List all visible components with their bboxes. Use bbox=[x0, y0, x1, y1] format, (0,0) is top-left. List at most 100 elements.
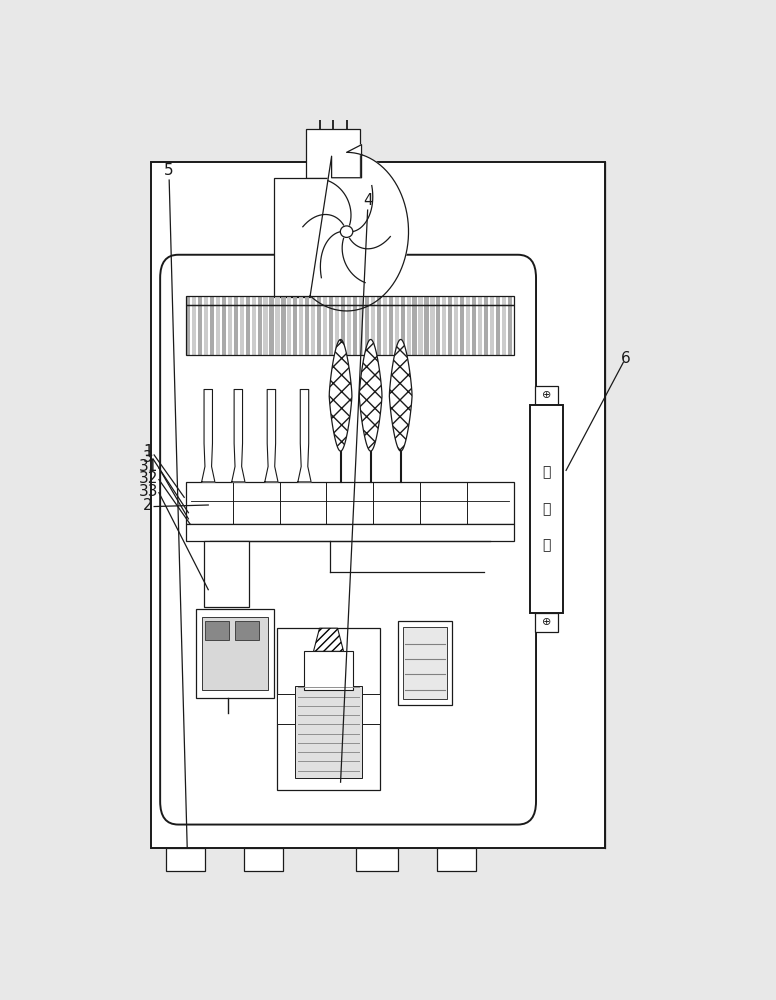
Bar bbox=[353, 296, 357, 305]
Bar bbox=[235, 620, 259, 640]
Polygon shape bbox=[328, 81, 338, 95]
Bar bbox=[437, 848, 476, 871]
Bar bbox=[203, 617, 268, 690]
Polygon shape bbox=[202, 389, 215, 482]
Bar bbox=[389, 296, 393, 305]
Bar bbox=[323, 296, 327, 305]
Bar bbox=[371, 305, 375, 355]
Bar bbox=[210, 296, 214, 305]
Bar bbox=[269, 296, 274, 305]
Bar bbox=[407, 305, 411, 355]
Bar bbox=[186, 524, 514, 541]
Bar bbox=[490, 305, 494, 355]
Bar bbox=[484, 296, 488, 305]
Bar bbox=[376, 296, 381, 305]
Bar bbox=[227, 296, 232, 305]
Bar bbox=[365, 305, 369, 355]
Polygon shape bbox=[342, 81, 352, 95]
Bar bbox=[192, 296, 196, 305]
Bar bbox=[365, 296, 369, 305]
Bar bbox=[216, 296, 220, 305]
Text: 控
 
制
 
器: 控 制 器 bbox=[542, 465, 551, 553]
Bar bbox=[424, 305, 428, 355]
Bar bbox=[400, 305, 405, 355]
Bar bbox=[186, 305, 514, 355]
Bar bbox=[508, 296, 512, 305]
Polygon shape bbox=[329, 339, 352, 451]
Bar bbox=[227, 305, 232, 355]
Bar bbox=[196, 609, 275, 698]
Bar bbox=[431, 296, 435, 305]
Bar bbox=[258, 305, 262, 355]
Bar bbox=[244, 848, 283, 871]
Polygon shape bbox=[359, 339, 382, 451]
Bar bbox=[204, 541, 249, 607]
Text: 4: 4 bbox=[363, 193, 372, 208]
Bar bbox=[460, 305, 464, 355]
Polygon shape bbox=[390, 339, 412, 451]
Bar bbox=[400, 296, 405, 305]
Bar bbox=[449, 305, 452, 355]
Bar bbox=[394, 305, 399, 355]
Bar bbox=[347, 305, 351, 355]
Bar bbox=[293, 305, 297, 355]
Bar bbox=[389, 305, 393, 355]
Bar bbox=[282, 305, 286, 355]
Bar bbox=[466, 296, 470, 305]
Text: 31: 31 bbox=[138, 459, 158, 474]
Bar bbox=[371, 296, 375, 305]
Bar bbox=[442, 296, 446, 305]
Bar bbox=[508, 305, 512, 355]
Bar bbox=[275, 178, 334, 297]
Bar bbox=[472, 305, 476, 355]
Bar bbox=[192, 305, 196, 355]
Bar bbox=[264, 305, 268, 355]
Bar bbox=[311, 296, 315, 305]
Bar bbox=[449, 296, 452, 305]
Text: ⊕: ⊕ bbox=[542, 617, 551, 627]
Polygon shape bbox=[265, 389, 278, 482]
Bar bbox=[323, 305, 327, 355]
Bar bbox=[186, 482, 514, 524]
Bar bbox=[496, 305, 500, 355]
Bar bbox=[204, 305, 208, 355]
Bar bbox=[245, 296, 250, 305]
Bar bbox=[460, 296, 464, 305]
Bar bbox=[186, 305, 190, 355]
Bar bbox=[478, 296, 482, 305]
Bar bbox=[151, 162, 605, 848]
Bar bbox=[335, 296, 339, 305]
Bar bbox=[307, 129, 360, 178]
Bar bbox=[210, 305, 214, 355]
Polygon shape bbox=[314, 628, 344, 651]
Bar bbox=[251, 296, 256, 305]
Ellipse shape bbox=[341, 226, 353, 237]
Bar bbox=[329, 296, 333, 305]
Bar bbox=[264, 296, 268, 305]
Bar bbox=[496, 296, 500, 305]
Bar bbox=[383, 296, 387, 305]
Polygon shape bbox=[232, 389, 245, 482]
Bar bbox=[222, 305, 226, 355]
Bar bbox=[335, 305, 339, 355]
Bar bbox=[293, 296, 297, 305]
Bar bbox=[317, 296, 321, 305]
Bar bbox=[245, 305, 250, 355]
Bar bbox=[394, 296, 399, 305]
Bar bbox=[198, 305, 202, 355]
Bar bbox=[403, 627, 447, 699]
Bar bbox=[216, 305, 220, 355]
Bar bbox=[275, 296, 279, 305]
Bar bbox=[304, 651, 352, 690]
Bar bbox=[424, 296, 428, 305]
Bar bbox=[258, 296, 262, 305]
Bar bbox=[329, 305, 333, 355]
Bar bbox=[530, 405, 563, 613]
Bar bbox=[186, 296, 190, 305]
Bar bbox=[204, 296, 208, 305]
Text: 3: 3 bbox=[144, 450, 153, 465]
Bar bbox=[535, 613, 558, 632]
Bar bbox=[275, 305, 279, 355]
Bar bbox=[186, 296, 514, 305]
Bar bbox=[287, 296, 292, 305]
